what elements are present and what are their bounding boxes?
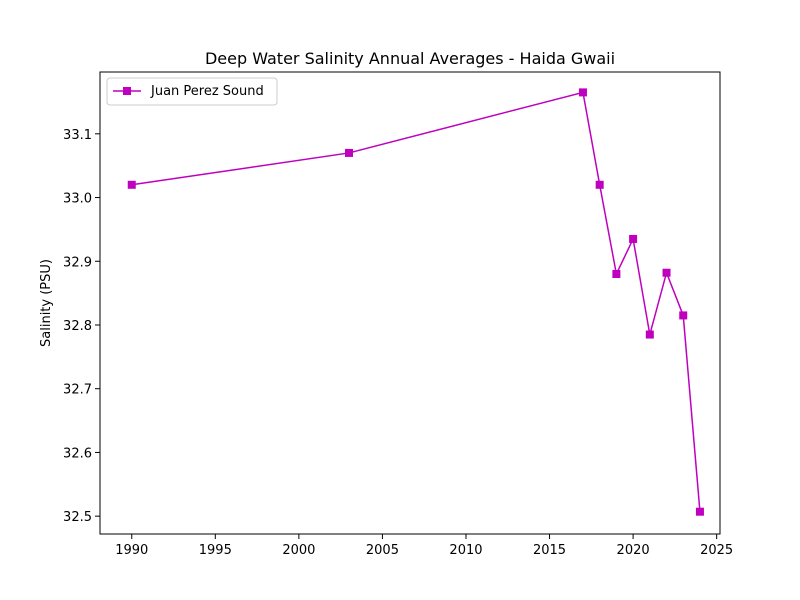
series-layer — [127, 88, 704, 516]
y-tick-label: 32.9 — [63, 255, 92, 270]
legend-marker-square — [123, 87, 131, 95]
plot-area-frame — [99, 71, 721, 535]
data-point — [645, 330, 654, 339]
y-tick-label: 32.8 — [63, 319, 92, 334]
x-tick-label: 2010 — [449, 543, 482, 558]
x-tick-label: 2020 — [617, 543, 650, 558]
data-point — [127, 180, 136, 189]
data-point — [679, 311, 688, 320]
legend: Juan Perez Sound — [106, 77, 278, 106]
y-tick-label: 32.6 — [63, 446, 92, 461]
x-tick-label: 2015 — [533, 543, 566, 558]
data-point — [629, 234, 638, 243]
x-tick-label: 2005 — [366, 543, 399, 558]
x-tick-label: 2000 — [282, 543, 315, 558]
x-tick-label: 1995 — [199, 543, 232, 558]
x-tick-label: 2025 — [700, 543, 733, 558]
y-tick-label: 33.1 — [63, 128, 92, 143]
data-point — [345, 148, 354, 157]
x-axis: 1990 1995 2000 2005 2010 2015 2020 2025 — [115, 534, 733, 558]
y-tick-label: 32.5 — [63, 510, 92, 525]
x-tick-label: 1990 — [115, 543, 148, 558]
y-tick-label: 33.0 — [63, 192, 92, 207]
series-line — [131, 91, 701, 512]
legend-label: Juan Perez Sound — [150, 84, 264, 99]
y-axis-title: Salinity (PSU) — [39, 259, 54, 347]
data-point — [595, 180, 604, 189]
y-axis: 32.5 32.6 32.7 32.8 32.9 33.0 33.1 — [63, 128, 100, 525]
data-point — [662, 268, 671, 277]
data-point — [695, 507, 704, 516]
y-tick-label: 32.7 — [63, 383, 92, 398]
data-point — [612, 270, 621, 279]
data-point — [578, 88, 587, 97]
chart-title: Deep Water Salinity Annual Averages - Ha… — [205, 49, 615, 68]
legend-box — [106, 77, 278, 106]
